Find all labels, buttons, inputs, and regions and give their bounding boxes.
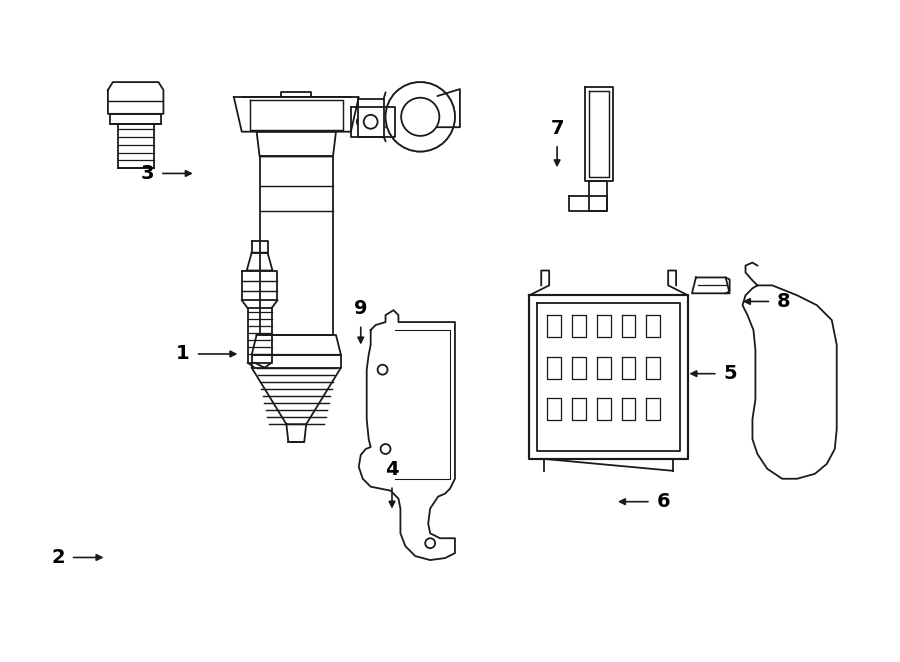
Polygon shape <box>286 424 306 442</box>
Polygon shape <box>569 196 607 211</box>
Polygon shape <box>589 181 607 211</box>
Polygon shape <box>529 295 688 459</box>
Polygon shape <box>359 310 455 560</box>
Polygon shape <box>252 335 341 355</box>
Polygon shape <box>242 271 277 301</box>
Text: 3: 3 <box>140 164 154 183</box>
Text: 1: 1 <box>176 344 190 363</box>
Polygon shape <box>110 114 161 124</box>
Text: 6: 6 <box>657 492 670 511</box>
Text: 5: 5 <box>724 364 737 383</box>
Circle shape <box>385 82 455 152</box>
Text: 7: 7 <box>550 119 563 138</box>
Text: 4: 4 <box>385 460 399 479</box>
Polygon shape <box>692 277 730 293</box>
Polygon shape <box>256 132 336 156</box>
Polygon shape <box>234 97 359 132</box>
Polygon shape <box>259 156 333 335</box>
Text: 8: 8 <box>778 292 791 311</box>
Polygon shape <box>742 285 837 479</box>
Polygon shape <box>108 82 164 114</box>
Text: 9: 9 <box>354 299 367 318</box>
Polygon shape <box>247 253 273 271</box>
Polygon shape <box>358 99 383 136</box>
Polygon shape <box>585 87 613 181</box>
Polygon shape <box>351 107 395 136</box>
Text: 2: 2 <box>51 548 65 567</box>
Polygon shape <box>248 308 272 363</box>
